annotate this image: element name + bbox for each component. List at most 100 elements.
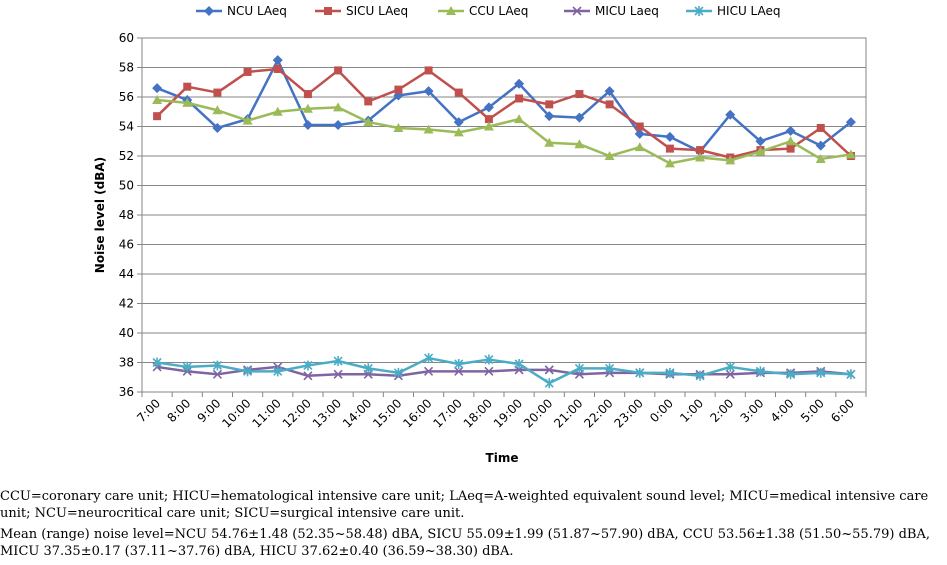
diamond-marker bbox=[514, 78, 525, 89]
legend-label: CCU LAeq bbox=[469, 4, 528, 18]
square-marker bbox=[243, 67, 252, 76]
diamond-marker bbox=[845, 117, 856, 128]
triangle-marker bbox=[845, 149, 856, 159]
triangle-marker bbox=[152, 94, 163, 104]
diamond-marker bbox=[725, 109, 736, 120]
y-tick-label: 54 bbox=[119, 120, 134, 134]
star-marker bbox=[363, 363, 373, 374]
x-tick-label: 19:00 bbox=[491, 396, 525, 430]
triangle-marker bbox=[604, 151, 615, 160]
star-marker bbox=[635, 367, 645, 378]
star-marker bbox=[484, 354, 494, 365]
diamond-marker bbox=[785, 125, 796, 136]
star-marker bbox=[393, 367, 403, 378]
series-line bbox=[156, 365, 852, 378]
y-tick-label: 42 bbox=[119, 297, 134, 311]
x-tick-label: 8:00 bbox=[164, 396, 193, 425]
square-marker bbox=[303, 90, 312, 99]
x-axis-ticks: 7:00 8:00 9:0010:0011:0012:0013:0014:0015:… bbox=[134, 392, 867, 431]
square-marker bbox=[153, 112, 162, 121]
diamond-marker bbox=[453, 117, 464, 128]
x-marker bbox=[725, 369, 735, 379]
star-marker bbox=[333, 356, 343, 367]
x-tick-label: 15:00 bbox=[370, 396, 404, 430]
x-marker bbox=[572, 6, 582, 16]
x-tick-label: 4:00 bbox=[768, 396, 797, 425]
square-marker bbox=[665, 144, 674, 153]
square-marker bbox=[183, 82, 192, 91]
square-marker bbox=[324, 7, 332, 15]
square-marker bbox=[394, 85, 403, 94]
diamond-marker bbox=[483, 102, 494, 113]
square-marker bbox=[334, 66, 343, 75]
x-tick-label: 2:00 bbox=[707, 396, 736, 425]
series-ccu-laeq bbox=[152, 94, 856, 168]
star-marker bbox=[273, 366, 283, 377]
star-marker bbox=[816, 367, 826, 378]
legend-label: HICU LAeq bbox=[717, 4, 781, 18]
star-marker bbox=[605, 363, 615, 374]
triangle-marker bbox=[272, 106, 283, 116]
x-tick-label: 17:00 bbox=[431, 396, 465, 430]
triangle-marker bbox=[725, 155, 736, 165]
x-marker bbox=[424, 366, 434, 376]
y-tick-label: 40 bbox=[119, 326, 134, 340]
summary-footnote: Mean (range) noise level=NCU 54.76±1.48 … bbox=[0, 527, 930, 559]
star-marker bbox=[182, 361, 192, 372]
x-tick-label: 21:00 bbox=[551, 396, 585, 430]
star-marker bbox=[725, 361, 735, 372]
y-tick-label: 52 bbox=[119, 149, 134, 163]
triangle-marker bbox=[182, 97, 193, 107]
square-marker bbox=[454, 88, 463, 97]
diamond-marker bbox=[755, 136, 766, 147]
diamond-marker bbox=[544, 111, 555, 122]
square-marker bbox=[635, 122, 644, 131]
star-marker bbox=[665, 367, 675, 378]
star-marker bbox=[846, 369, 856, 380]
triangle-marker bbox=[514, 114, 525, 124]
triangle-marker bbox=[664, 158, 675, 168]
triangle-marker bbox=[634, 142, 645, 152]
y-axis-title: Noise level (dBA) bbox=[93, 157, 107, 273]
square-marker bbox=[545, 100, 554, 109]
square-marker bbox=[273, 64, 282, 73]
diamond-marker bbox=[333, 120, 344, 131]
star-marker bbox=[574, 363, 584, 374]
x-tick-label: 5:00 bbox=[798, 396, 827, 425]
x-tick-label: 6:00 bbox=[828, 396, 857, 425]
star-marker bbox=[243, 366, 253, 377]
x-tick-label: 20:00 bbox=[521, 396, 555, 430]
x-tick-label: 18:00 bbox=[461, 396, 495, 430]
x-tick-label: 7:00 bbox=[134, 396, 163, 425]
star-marker bbox=[152, 357, 162, 368]
y-tick-label: 36 bbox=[119, 385, 134, 399]
y-tick-label: 46 bbox=[119, 238, 134, 252]
triangle-marker bbox=[785, 136, 796, 146]
triangle-marker bbox=[423, 124, 434, 134]
square-marker bbox=[816, 123, 825, 132]
y-tick-label: 48 bbox=[119, 208, 134, 222]
star-marker bbox=[755, 366, 765, 377]
abbreviations-footnote: CCU=coronary care unit; HICU=hematologic… bbox=[0, 489, 929, 521]
square-marker bbox=[575, 90, 584, 99]
triangle-marker bbox=[333, 102, 344, 112]
triangle-marker bbox=[393, 122, 404, 132]
y-tick-label: 38 bbox=[119, 356, 134, 370]
square-marker bbox=[424, 66, 433, 75]
x-tick-label: 0:00 bbox=[647, 396, 676, 425]
legend-item: NCU LAeq bbox=[196, 4, 287, 18]
diamond-marker bbox=[634, 128, 645, 139]
diamond-marker bbox=[664, 131, 675, 142]
legend-item: CCU LAeq bbox=[438, 4, 528, 18]
triangle-marker bbox=[242, 115, 253, 125]
x-tick-label: 11:00 bbox=[250, 396, 284, 430]
legend-label: NCU LAeq bbox=[227, 4, 287, 18]
diamond-marker bbox=[204, 6, 214, 16]
square-marker bbox=[364, 97, 373, 106]
y-tick-label: 56 bbox=[119, 90, 134, 104]
star-marker bbox=[695, 370, 705, 381]
diamond-marker bbox=[423, 86, 434, 97]
triangle-marker bbox=[755, 146, 766, 156]
y-tick-label: 60 bbox=[119, 31, 134, 45]
x-marker bbox=[484, 366, 494, 376]
